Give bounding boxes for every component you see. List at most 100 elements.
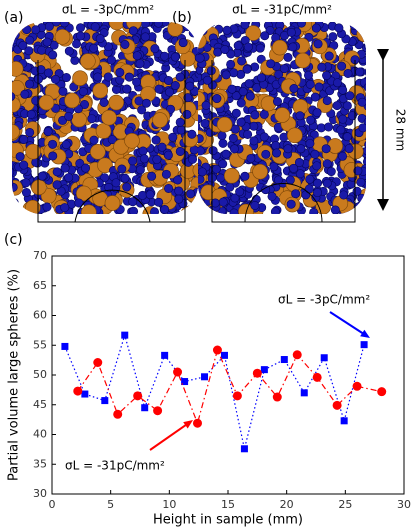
point: [153, 406, 163, 416]
small-sphere: [221, 149, 231, 159]
x-tick-label: 10: [162, 498, 176, 511]
small-sphere: [274, 69, 284, 79]
small-sphere: [313, 178, 323, 188]
point: [260, 366, 268, 374]
point: [81, 390, 89, 398]
small-sphere: [270, 207, 280, 214]
small-sphere: [12, 192, 14, 202]
small-sphere: [233, 41, 243, 51]
small-sphere: [195, 65, 198, 75]
large-sphere: [223, 167, 240, 184]
small-sphere: [357, 22, 366, 30]
small-sphere: [175, 146, 185, 156]
small-sphere: [12, 40, 13, 50]
series-annotation: σL = -31pC/mm²: [65, 459, 165, 473]
chart: 0 5 10 15 20 25 30 30 35 40 45 50 55 60 65 70 Height in …: [7, 249, 412, 528]
small-sphere: [364, 191, 366, 201]
small-sphere: [72, 39, 82, 49]
small-sphere: [199, 203, 209, 213]
small-sphere: [220, 45, 230, 55]
small-sphere: [64, 111, 74, 121]
small-sphere: [140, 32, 150, 42]
small-sphere: [159, 51, 169, 61]
small-sphere: [212, 94, 222, 104]
small-sphere: [12, 167, 15, 177]
small-sphere: [338, 114, 348, 124]
panel-title: σL = -31pC/mm²: [232, 3, 332, 17]
large-sphere: [38, 94, 55, 111]
point: [240, 445, 248, 453]
point: [161, 351, 169, 359]
large-sphere: [76, 185, 92, 202]
small-sphere: [12, 42, 13, 52]
small-sphere: [194, 53, 198, 63]
small-sphere: [50, 74, 60, 84]
large-sphere: [71, 111, 87, 128]
small-sphere: [95, 34, 105, 44]
panel-label: (c): [4, 232, 23, 248]
small-sphere: [78, 87, 88, 97]
small-sphere: [48, 50, 58, 60]
large-sphere: [245, 25, 261, 41]
small-sphere: [128, 197, 138, 207]
small-sphere: [358, 123, 366, 133]
small-sphere: [357, 97, 366, 107]
large-sphere: [180, 205, 197, 214]
small-sphere: [260, 31, 270, 41]
small-sphere: [90, 22, 100, 32]
small-sphere: [235, 187, 245, 197]
small-sphere: [186, 189, 196, 199]
small-sphere: [245, 91, 255, 101]
small-sphere: [12, 92, 16, 102]
small-sphere: [289, 84, 299, 94]
large-sphere: [81, 204, 97, 214]
small-sphere: [305, 138, 315, 148]
small-sphere: [164, 87, 174, 97]
small-sphere: [355, 67, 365, 77]
point: [340, 417, 348, 425]
large-sphere: [64, 92, 80, 109]
small-sphere: [25, 127, 35, 137]
small-sphere: [272, 148, 282, 158]
large-sphere: [31, 179, 47, 196]
point: [121, 331, 129, 339]
small-sphere: [52, 167, 62, 177]
small-sphere: [198, 83, 199, 93]
small-sphere: [61, 73, 71, 83]
small-sphere: [206, 22, 216, 27]
small-sphere: [12, 202, 14, 212]
small-sphere: [173, 175, 183, 185]
small-sphere: [216, 173, 226, 183]
small-sphere: [163, 150, 173, 160]
large-sphere: [192, 162, 198, 179]
small-sphere: [349, 22, 359, 30]
small-sphere: [18, 41, 28, 51]
small-sphere: [42, 37, 52, 47]
small-sphere: [37, 45, 47, 55]
small-sphere: [321, 144, 331, 154]
small-sphere: [310, 149, 320, 159]
small-sphere: [187, 129, 197, 139]
y-tick-label: 60: [33, 309, 47, 322]
small-sphere: [221, 70, 231, 80]
small-sphere: [15, 152, 25, 162]
small-sphere: [243, 129, 253, 139]
large-sphere: [152, 112, 168, 128]
small-sphere: [135, 165, 145, 175]
small-sphere: [198, 167, 207, 177]
small-sphere: [342, 132, 352, 142]
small-sphere: [271, 141, 281, 151]
small-sphere: [357, 193, 366, 203]
small-sphere: [236, 98, 246, 108]
panel-label: (b): [172, 10, 192, 26]
small-sphere: [19, 135, 29, 145]
packing-image-a: [12, 22, 198, 214]
small-sphere: [305, 79, 315, 89]
small-sphere: [124, 72, 134, 82]
small-sphere: [362, 146, 366, 156]
large-sphere: [274, 107, 291, 123]
y-tick-label: 55: [33, 338, 47, 351]
series-line: [64, 332, 365, 449]
y-tick-label: 70: [33, 249, 47, 262]
